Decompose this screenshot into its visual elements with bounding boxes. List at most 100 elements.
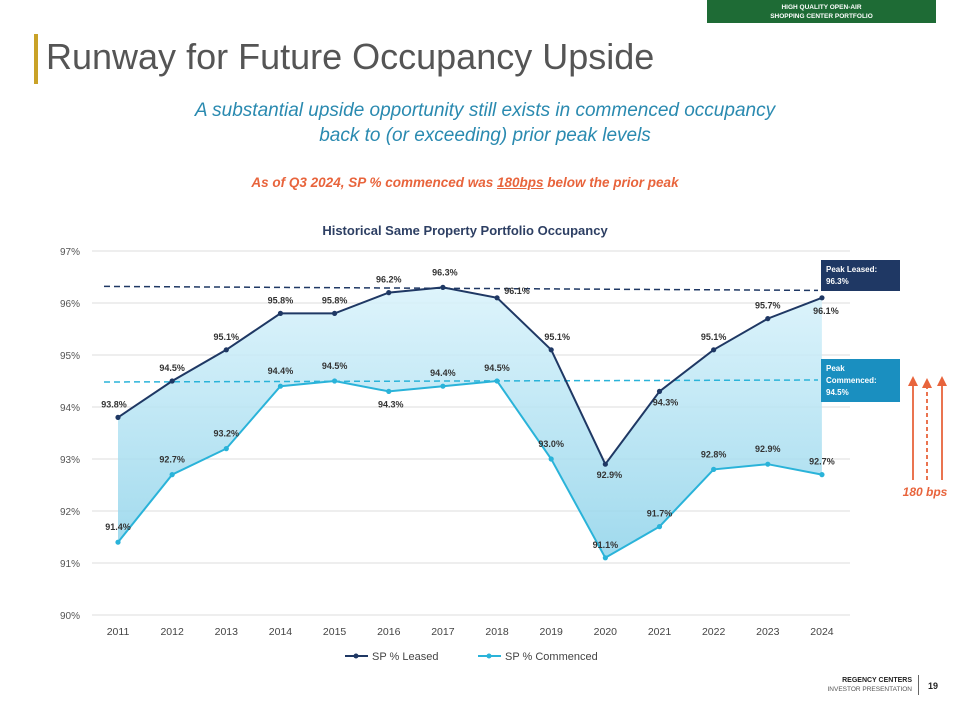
commenced-data-label: 94.4% xyxy=(430,368,456,378)
commenced-point xyxy=(656,524,663,530)
commenced-data-label: 94.4% xyxy=(268,366,294,376)
leased-point xyxy=(819,295,825,301)
peak-leased-box xyxy=(821,260,900,291)
leased-point xyxy=(711,347,717,353)
commenced-point xyxy=(602,555,608,561)
leased-point xyxy=(548,347,554,353)
commenced-data-label: 92.7% xyxy=(809,457,835,467)
y-tick-label: 95% xyxy=(60,351,80,362)
commenced-data-label: 93.2% xyxy=(214,429,240,439)
commenced-data-label: 94.3% xyxy=(378,399,404,409)
commenced-point xyxy=(223,446,229,452)
leased-point xyxy=(494,295,500,301)
leased-point xyxy=(169,378,175,384)
leased-data-label: 96.1% xyxy=(813,306,839,316)
note-suffix: below the prior peak xyxy=(543,175,679,190)
commenced-point xyxy=(548,456,554,462)
commenced-data-label: 93.0% xyxy=(538,439,564,449)
commenced-data-label: 94.5% xyxy=(322,361,348,371)
legend-commenced-marker xyxy=(486,653,492,659)
slide-subtitle: A substantial upside opportunity still e… xyxy=(0,98,970,148)
leased-data-label: 96.2% xyxy=(376,275,402,285)
x-tick-label: 2014 xyxy=(269,626,293,638)
commenced-point xyxy=(277,383,284,389)
subtitle-line-1: A substantial upside opportunity still e… xyxy=(194,100,776,121)
legend-commenced-label: SP % Commenced xyxy=(505,651,598,663)
leased-data-label: 94.3% xyxy=(653,397,679,407)
commenced-point xyxy=(440,383,446,389)
x-tick-label: 2015 xyxy=(323,626,347,638)
leased-data-label: 95.1% xyxy=(214,332,240,342)
x-tick-label: 2012 xyxy=(160,626,184,638)
commenced-data-label: 91.1% xyxy=(593,540,619,550)
leased-data-label: 95.8% xyxy=(268,295,294,305)
slide-title: Runway for Future Occupancy Upside xyxy=(46,36,655,77)
footer-brand: REGENCY CENTERS INVESTOR PRESENTATION xyxy=(827,676,912,694)
commenced-point xyxy=(711,466,717,472)
badge-line-1: HIGH QUALITY OPEN-AIR xyxy=(781,4,862,11)
commenced-point xyxy=(386,388,392,394)
leased-point xyxy=(765,316,771,322)
leased-point xyxy=(656,388,663,394)
leased-data-label: 96.3% xyxy=(432,267,458,277)
commenced-point xyxy=(169,472,175,478)
y-tick-label: 90% xyxy=(60,611,80,622)
peak-leased-value: 96.3% xyxy=(826,277,849,286)
leased-data-label: 95.1% xyxy=(701,332,727,342)
peak-commenced-value: 94.5% xyxy=(826,388,849,397)
commenced-point xyxy=(115,539,121,545)
legend-leased-marker xyxy=(353,653,359,659)
gap-annotation-label: 180 bps xyxy=(903,485,948,499)
subtitle-line-2: back to (or exceeding) prior peak levels xyxy=(319,125,651,146)
x-tick-label: 2024 xyxy=(810,626,834,638)
leased-data-label: 92.9% xyxy=(597,470,623,480)
x-tick-label: 2018 xyxy=(485,626,509,638)
occupancy-gap-area xyxy=(118,287,822,558)
chart-title: Historical Same Property Portfolio Occup… xyxy=(322,223,608,238)
leased-point xyxy=(440,284,446,290)
legend-leased-label: SP % Leased xyxy=(372,651,438,663)
leased-data-label: 94.5% xyxy=(159,363,185,373)
x-tick-label: 2020 xyxy=(594,626,618,638)
badge-line-2: SHOPPING CENTER PORTFOLIO xyxy=(770,13,873,20)
x-tick-label: 2016 xyxy=(377,626,401,638)
leased-point xyxy=(115,414,121,420)
leased-point xyxy=(332,310,338,316)
x-tick-label: 2021 xyxy=(648,626,672,638)
gap-arrow-left-head xyxy=(908,376,918,386)
note-emphasis: 180bps xyxy=(497,175,544,190)
leased-data-label: 95.7% xyxy=(755,301,781,311)
x-tick-label: 2017 xyxy=(431,626,455,638)
x-tick-label: 2011 xyxy=(107,626,130,638)
footer-brand-name: REGENCY CENTERS xyxy=(842,677,912,684)
commenced-point xyxy=(332,378,338,384)
commenced-data-label: 91.4% xyxy=(105,522,131,532)
commenced-point xyxy=(765,461,771,467)
y-tick-label: 94% xyxy=(60,403,80,414)
leased-point xyxy=(277,310,284,316)
peak-commenced-label: Peak xyxy=(826,364,845,373)
commenced-data-label: 92.7% xyxy=(159,455,185,465)
leased-point xyxy=(386,290,392,296)
y-tick-label: 93% xyxy=(60,455,80,466)
peak-commenced-line xyxy=(103,379,819,383)
leased-point xyxy=(602,461,608,467)
peak-leased-label: Peak Leased: xyxy=(826,265,877,274)
commenced-series-line xyxy=(117,379,823,560)
footer-brand-sub: INVESTOR PRESENTATION xyxy=(827,686,912,693)
gap-arrow-center-head xyxy=(922,378,932,388)
commenced-data-label: 94.5% xyxy=(484,363,510,373)
leased-data-label: 95.8% xyxy=(322,295,348,305)
x-tick-label: 2023 xyxy=(756,626,780,638)
gap-arrow-right-head xyxy=(937,376,947,386)
leased-data-label: 93.8% xyxy=(101,399,127,409)
commenced-data-label: 92.8% xyxy=(701,449,727,459)
page-number: 19 xyxy=(928,681,939,691)
occupancy-note: As of Q3 2024, SP % commenced was 180bps… xyxy=(0,175,930,190)
footer-divider xyxy=(918,675,919,695)
y-tick-label: 97% xyxy=(60,247,80,258)
peak-commenced-label-2: Commenced: xyxy=(826,376,877,385)
commenced-data-label: 91.7% xyxy=(647,509,673,519)
x-tick-label: 2022 xyxy=(702,626,726,638)
leased-data-label: 96.1% xyxy=(504,286,530,296)
